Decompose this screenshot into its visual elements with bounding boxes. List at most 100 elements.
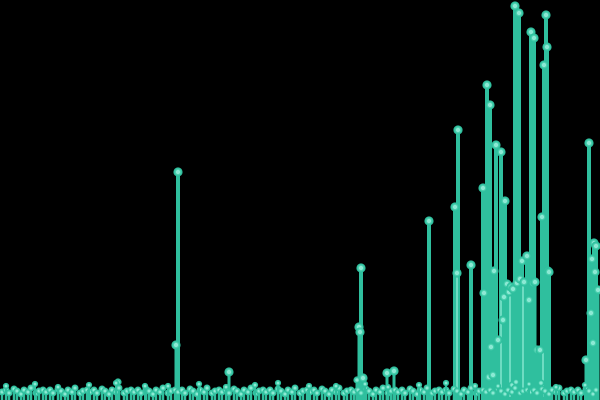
peak-marker-center bbox=[495, 337, 501, 343]
peak-marker-center bbox=[452, 204, 458, 210]
noise-dot-center bbox=[290, 390, 294, 394]
noise-dot-center bbox=[202, 390, 206, 394]
noise-bump-center bbox=[527, 382, 531, 386]
noise-dot-center bbox=[315, 391, 319, 395]
noise-dot-center bbox=[191, 389, 195, 393]
noise-dot-center bbox=[59, 389, 63, 393]
peak-marker-center bbox=[590, 340, 596, 346]
noise-bump-center bbox=[307, 384, 311, 388]
noise-dot-center bbox=[447, 391, 451, 395]
noise-dot-center bbox=[547, 392, 551, 396]
peak-marker-center bbox=[595, 287, 600, 293]
peak-marker-center bbox=[360, 375, 366, 381]
noise-bump-center bbox=[363, 382, 367, 386]
peak-marker-center bbox=[498, 149, 504, 155]
noise-bump-center bbox=[33, 382, 37, 386]
noise-dot-center bbox=[535, 391, 539, 395]
noise-bump-center bbox=[583, 383, 587, 387]
noise-bump-center bbox=[197, 382, 201, 386]
noise-dot-center bbox=[235, 389, 239, 393]
peak-marker-center bbox=[516, 10, 522, 16]
noise-bump-center bbox=[386, 385, 390, 389]
peak-marker-center bbox=[487, 102, 493, 108]
noise-dot-center bbox=[95, 391, 99, 395]
peak-marker-center bbox=[589, 256, 595, 262]
noise-dot-center bbox=[239, 392, 243, 396]
noise-bump-center bbox=[444, 381, 448, 385]
noise-bump-center bbox=[224, 385, 228, 389]
peak-marker-center bbox=[501, 294, 507, 300]
noise-dot-center bbox=[503, 392, 507, 396]
peak-marker-center bbox=[484, 82, 490, 88]
peak-marker-center bbox=[391, 368, 397, 374]
peak-marker-center bbox=[358, 265, 364, 271]
noise-dot-center bbox=[499, 389, 503, 393]
peak-marker-center bbox=[588, 310, 594, 316]
noise-dot-center bbox=[455, 389, 459, 393]
noise-bump-center bbox=[87, 383, 91, 387]
peak-marker-center bbox=[500, 317, 506, 323]
peak-marker-center bbox=[544, 44, 550, 50]
peak-marker-center bbox=[514, 380, 518, 384]
peak-marker-center bbox=[454, 270, 460, 276]
peak-marker-center bbox=[586, 140, 592, 146]
noise-dot-center bbox=[183, 391, 187, 395]
peak-marker-center bbox=[173, 342, 179, 348]
noise-dot-center bbox=[491, 391, 495, 395]
peak-marker-center bbox=[355, 378, 359, 382]
peak-marker-center bbox=[468, 262, 474, 268]
noise-bump-center bbox=[166, 384, 170, 388]
peak-marker-center bbox=[539, 381, 543, 385]
peak-marker-center bbox=[524, 253, 530, 259]
noise-dot-center bbox=[579, 391, 583, 395]
peak-marker-center bbox=[384, 370, 390, 376]
noise-dot-center bbox=[279, 389, 283, 393]
noise-bump-center bbox=[4, 384, 8, 388]
peak-marker-center bbox=[488, 344, 494, 350]
noise-dot-center bbox=[63, 392, 67, 396]
noise-dot-center bbox=[70, 390, 74, 394]
noise-dot-center bbox=[19, 392, 23, 396]
noise-dot-center bbox=[293, 386, 297, 390]
noise-dot-center bbox=[466, 390, 470, 394]
noise-dot-center bbox=[403, 391, 407, 395]
peak-marker-center bbox=[592, 269, 598, 275]
noise-bump-center bbox=[496, 384, 500, 388]
peak-marker-center bbox=[502, 198, 508, 204]
noise-dot-center bbox=[378, 390, 382, 394]
peak-marker-center bbox=[510, 286, 516, 292]
noise-dot-center bbox=[117, 386, 121, 390]
peak-marker-center bbox=[519, 258, 525, 264]
peak-marker-center bbox=[490, 372, 496, 378]
noise-dot-center bbox=[205, 386, 209, 390]
noise-dot-center bbox=[327, 392, 331, 396]
peak-marker-center bbox=[426, 218, 432, 224]
noise-dot-center bbox=[371, 392, 375, 396]
noise-bump-center bbox=[417, 383, 421, 387]
noise-bump-center bbox=[276, 381, 280, 385]
peak-marker-center bbox=[543, 12, 549, 18]
peak-marker-center bbox=[541, 62, 547, 68]
noise-dot-center bbox=[151, 392, 155, 396]
noise-bump-center bbox=[114, 381, 118, 385]
noise-dot-center bbox=[227, 391, 231, 395]
peak-marker-center bbox=[480, 185, 486, 191]
noise-dot-center bbox=[51, 391, 55, 395]
noise-dot-center bbox=[161, 386, 165, 390]
noise-dot-center bbox=[459, 392, 463, 396]
peak-marker-center bbox=[532, 279, 538, 285]
peak-marker-center bbox=[481, 290, 487, 296]
peak-marker-center bbox=[593, 243, 599, 249]
noise-bump-center bbox=[253, 383, 257, 387]
noise-dot-center bbox=[195, 392, 199, 396]
noise-dot-center bbox=[415, 392, 419, 396]
peak-marker-center bbox=[537, 347, 543, 353]
noise-dot-center bbox=[543, 389, 547, 393]
peak-marker-center bbox=[539, 214, 545, 220]
noise-dot-center bbox=[591, 392, 595, 396]
peak-marker-center bbox=[531, 35, 537, 41]
noise-dot-center bbox=[107, 392, 111, 396]
noise-dot-center bbox=[147, 389, 151, 393]
noise-dot-center bbox=[594, 388, 598, 392]
noise-dot-center bbox=[73, 386, 77, 390]
